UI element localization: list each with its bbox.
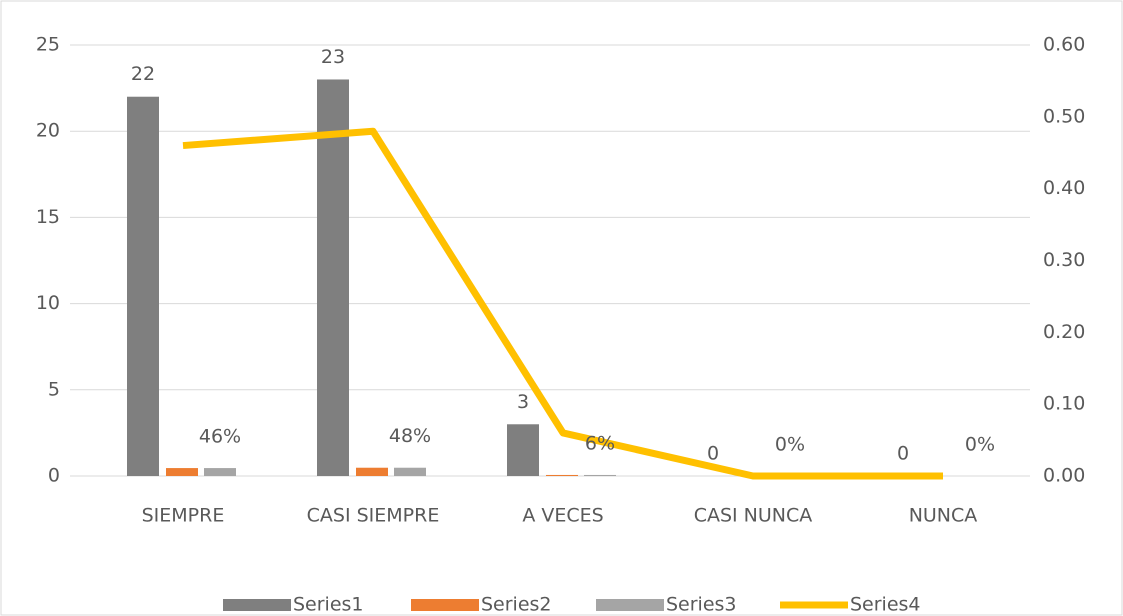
data-label: 22 [131,63,155,85]
legend-label: Series3 [666,594,737,616]
data-label: 48% [389,425,431,447]
data-label: 0 [707,443,719,465]
data-label: 6% [585,432,615,454]
y2-tick-label: 0.10 [1043,393,1085,415]
y2-tick-label: 0.50 [1043,105,1085,127]
x-tick-label: CASI NUNCA [694,505,813,527]
legend-label: Series2 [481,594,552,616]
bar [584,474,616,476]
data-label: 46% [199,426,241,448]
y-tick-label: 15 [36,206,60,228]
bar [204,468,236,476]
y-tick-label: 5 [48,378,60,400]
bar [166,468,198,476]
y-tick-label: 0 [48,465,60,487]
y2-tick-label: 0.60 [1043,34,1085,56]
x-tick-label: NUNCA [909,505,978,527]
y2-tick-label: 0.20 [1043,321,1085,343]
legend-label: Series4 [850,594,921,616]
legend-label: Series1 [293,594,364,616]
data-label: 0 [897,443,909,465]
x-tick-label: CASI SIEMPRE [307,505,440,527]
data-label: 3 [517,391,529,413]
x-tick-label: SIEMPRE [142,505,225,527]
data-label: 0% [775,434,805,456]
y2-tick-label: 0.30 [1043,249,1085,271]
legend-swatch [411,599,479,611]
line-series [182,127,943,480]
y-tick-label: 20 [36,120,60,142]
bar [394,467,426,476]
bar [317,79,349,476]
legend-swatch [223,599,291,611]
data-label: 0% [965,434,995,456]
bar [546,474,578,476]
bar [507,424,539,476]
data-label: 23 [321,46,345,68]
y2-tick-label: 0.40 [1043,177,1085,199]
legend-swatch [596,599,664,611]
y2-tick-label: 0.00 [1043,465,1085,487]
x-tick-label: A VECES [522,505,603,527]
y-tick-label: 10 [36,292,60,314]
y-tick-label: 25 [36,34,60,56]
bar [356,467,388,476]
bar [127,96,159,476]
